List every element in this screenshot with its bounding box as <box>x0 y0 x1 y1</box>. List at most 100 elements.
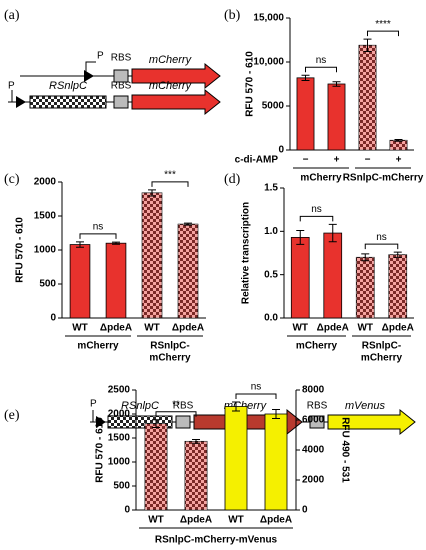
significance-bracket <box>364 243 399 250</box>
error-bar <box>363 38 372 52</box>
error-bar <box>152 419 160 428</box>
error-bar <box>112 241 120 245</box>
group-label: RSnlpC-mCherry-mVenus <box>155 535 278 546</box>
group-label: mCherry <box>300 173 342 184</box>
x-tick-label: ΔpdeA <box>382 323 414 334</box>
error-bar <box>332 81 341 87</box>
error-bar <box>76 241 84 248</box>
panel-label: (e) <box>4 408 20 423</box>
y-tick-label: 1500 <box>34 211 57 222</box>
group-label: mCherry <box>77 341 119 352</box>
rbs-label: RBS <box>111 53 132 64</box>
bar-pattern <box>185 441 207 510</box>
significance-bracket <box>235 393 277 399</box>
bar <box>224 406 248 511</box>
group-label: mCherry <box>296 341 338 352</box>
x-tick-label: WT <box>228 515 244 526</box>
significance-label: ns <box>251 382 262 393</box>
rbs <box>113 69 129 83</box>
bar <box>105 242 127 319</box>
y2-tick-label: 8000 <box>302 385 325 396</box>
x-tick-label: − <box>303 155 309 166</box>
promoter-label: P <box>97 51 104 62</box>
y-tick-label: 1000 <box>108 457 131 468</box>
promoter-label: P <box>8 81 15 92</box>
x-tick-label: WT <box>144 323 160 334</box>
gene-arrow <box>131 62 221 90</box>
bar <box>69 244 91 319</box>
error-bar <box>272 409 280 419</box>
y-tick-label: 2500 <box>108 385 131 396</box>
error-bar <box>301 74 310 81</box>
significance-bracket <box>79 233 117 239</box>
bar <box>290 236 310 319</box>
x-tick-label: WT <box>148 515 164 526</box>
significance-label: **** <box>375 19 391 30</box>
y-tick-label: 0 <box>124 505 130 516</box>
y2-axis-title: RFU 490 - 531 <box>339 417 350 483</box>
group-label: mCherry <box>149 353 191 364</box>
y2-tick-label: 4000 <box>302 445 325 456</box>
y-tick-label: 500 <box>113 481 130 492</box>
panel-label: (d) <box>224 172 241 187</box>
significance-bracket <box>151 181 189 187</box>
error-bar <box>328 223 337 243</box>
significance-label: ns <box>311 204 322 215</box>
group-label: mCherry <box>361 353 403 364</box>
rbs <box>309 415 325 429</box>
x-tick-label: WT <box>292 323 308 334</box>
y-axis-title: RFU 570 - 610 <box>95 417 106 483</box>
x-tick-label: ΔpdeA <box>180 515 212 526</box>
significance-label: ns <box>93 221 104 232</box>
significance-bracket <box>155 411 197 417</box>
error-bar <box>361 253 370 262</box>
y-tick-label: 0 <box>50 313 56 324</box>
y-tick-label: 0.0 <box>264 313 278 324</box>
bar <box>296 77 315 151</box>
y2-tick-label: 2000 <box>302 475 325 486</box>
bar <box>323 232 343 319</box>
error-bar <box>192 438 200 444</box>
y-tick-label: 1.5 <box>264 183 278 194</box>
error-bar <box>148 189 156 197</box>
panel-label: (b) <box>224 8 241 23</box>
gene-arrow <box>131 88 221 116</box>
y-tick-label: 1.0 <box>264 226 278 237</box>
construct: P RSnlpC RBS mCherry RBS mVenus <box>90 399 416 436</box>
rbs <box>113 95 129 109</box>
bar-pattern <box>142 192 162 318</box>
error-bar <box>296 229 305 245</box>
y-tick-label: 0.5 <box>264 269 278 280</box>
x-tick-label: ΔpdeA <box>172 323 204 334</box>
y2-tick-label: 6000 <box>302 415 325 426</box>
y-tick-label: 1000 <box>34 245 57 256</box>
promoter <box>96 416 106 428</box>
group-label: RSnlpC- <box>150 341 189 352</box>
y-tick-label: 10,000 <box>253 57 284 68</box>
bar-pattern <box>178 224 198 318</box>
x-tick-label: WT <box>357 323 373 334</box>
x-tick-label: ΔpdeA <box>260 515 292 526</box>
x-tick-label: + <box>396 155 402 166</box>
bar <box>264 413 288 511</box>
bar-pattern <box>358 45 377 150</box>
y-tick-label: 1500 <box>108 433 131 444</box>
significance-bracket <box>305 66 337 73</box>
construct: P RSnlpC RBS mCherry <box>8 80 221 116</box>
group-label: RSnlpC- <box>362 341 401 352</box>
significance-bracket <box>299 215 334 222</box>
y-axis-title: RFU 570 - 610 <box>15 217 26 283</box>
region-label: RSnlpC <box>121 400 159 412</box>
y-tick-label: 2000 <box>108 409 131 420</box>
rbs <box>175 415 191 429</box>
construct: P RBS mCherry <box>20 51 221 90</box>
panel-label: (c) <box>4 172 20 187</box>
bar-pattern <box>389 140 408 150</box>
gene-label: mCherry <box>149 54 193 66</box>
rbs-label: RBS <box>111 81 132 92</box>
region <box>29 95 107 109</box>
error-bar <box>232 401 240 412</box>
region-label: RSnlpC <box>49 80 87 92</box>
